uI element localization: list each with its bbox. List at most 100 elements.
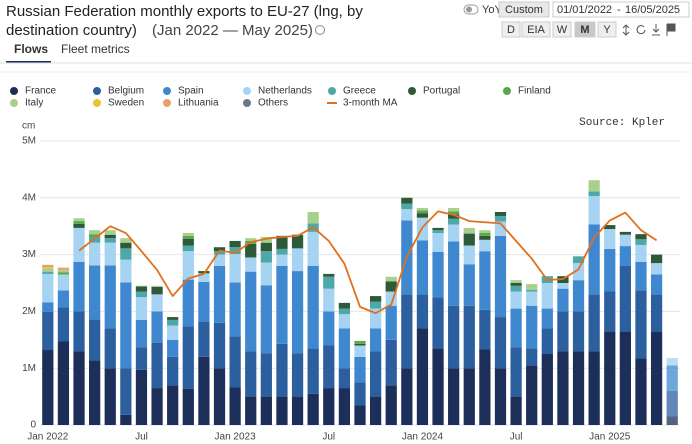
x-tick-label: Jul: [322, 432, 335, 443]
bar-segment: [89, 230, 101, 235]
bar-segment: [120, 248, 132, 260]
bar-segment: [479, 239, 491, 252]
bar-segment: [416, 213, 429, 218]
bar-segment: [167, 319, 179, 326]
bar-segment: [151, 388, 163, 425]
bar-segment: [401, 203, 413, 210]
bar-segment: [260, 396, 272, 425]
unit-label: cm: [22, 121, 35, 132]
download-icon[interactable]: [652, 24, 660, 36]
granularity-button[interactable]: [574, 21, 596, 38]
granularity-button[interactable]: [501, 21, 521, 38]
bar-segment: [463, 305, 475, 369]
bar-segment: [73, 261, 85, 312]
legend-label: Belgium: [108, 86, 144, 97]
bar-segment: [307, 348, 319, 394]
bar-segment: [354, 345, 366, 357]
bar-segment: [510, 347, 522, 397]
refresh-icon[interactable]: [636, 25, 646, 35]
bar-segment: [463, 233, 475, 246]
bar-segment: [260, 242, 272, 252]
bar-segment: [541, 308, 553, 329]
date-from: 01/01/2022: [557, 4, 612, 16]
bar-segment: [276, 248, 288, 255]
bar-segment: [42, 267, 54, 269]
bar-segment: [666, 390, 678, 417]
bar-segment: [182, 238, 194, 246]
bar-segment: [650, 263, 663, 275]
flag-icon[interactable]: [666, 23, 676, 36]
bar-segment: [526, 305, 538, 349]
bar-segment: [182, 388, 194, 425]
bar-segment: [104, 230, 116, 235]
granularity-button[interactable]: [521, 21, 551, 38]
legend-dot: [163, 99, 171, 107]
tab-fleet-metrics[interactable]: Fleet metrics: [61, 42, 130, 56]
bar-segment: [416, 210, 429, 214]
bar-segment: [260, 353, 272, 397]
legend-label: Greece: [343, 86, 376, 97]
sort-icon[interactable]: [622, 24, 630, 36]
bar-segment: [619, 246, 631, 266]
title-line-2: destination country): [6, 22, 137, 39]
bar-segment: [448, 368, 460, 425]
info-icon[interactable]: [315, 25, 325, 35]
bar-segment: [307, 212, 319, 224]
bar-segment: [307, 265, 319, 349]
granularity-button[interactable]: [597, 21, 617, 38]
legend-label: Finland: [518, 86, 551, 97]
bar-segment: [104, 368, 116, 425]
bar-segment: [557, 283, 569, 289]
bar-segment: [245, 243, 257, 258]
bar-segment: [416, 328, 429, 425]
bar-segment: [463, 227, 475, 234]
bar-segment: [635, 234, 647, 240]
bar-segment: [338, 368, 351, 389]
legend-dot: [163, 87, 171, 95]
range-mode[interactable]: [498, 1, 550, 18]
bar-segment: [448, 208, 460, 212]
legend-dot: [408, 87, 416, 95]
bar-segment: [650, 274, 663, 295]
bar-segment: [291, 271, 304, 354]
bar-segment: [588, 351, 600, 425]
bar-segment: [57, 307, 70, 342]
date-range[interactable]: [552, 1, 690, 18]
bar-segment: [120, 368, 132, 415]
bar-segment: [354, 405, 366, 425]
tab-flows[interactable]: Flows: [14, 42, 48, 56]
bar-segment: [448, 218, 460, 225]
bar-segment: [479, 233, 491, 236]
bar-segment: [604, 291, 616, 332]
granularity-button[interactable]: [552, 21, 572, 38]
bar-segment: [650, 294, 663, 332]
bar-segment: [135, 369, 148, 425]
bar-segment: [120, 238, 132, 243]
bar-segment: [401, 209, 413, 221]
bar-segment: [354, 356, 366, 383]
bar-segment: [229, 336, 241, 388]
bar-segment: [89, 242, 101, 266]
bar-segment: [338, 302, 351, 309]
legend-dot: [243, 87, 251, 95]
bar-segment: [494, 368, 507, 425]
bar-segment: [182, 245, 194, 252]
bar-segment: [354, 382, 366, 406]
bar-segment: [42, 311, 54, 351]
bar-segment: [541, 328, 553, 354]
bar-segment: [588, 294, 600, 352]
bar-segment: [73, 221, 85, 224]
bar-segment: [57, 341, 70, 425]
bar-segment: [416, 294, 429, 329]
bar-segment: [151, 286, 163, 295]
bar-segment: [245, 396, 257, 425]
legend-label: 3-month MA: [343, 98, 398, 109]
bar-segment: [135, 297, 148, 320]
bar-segment: [635, 261, 647, 291]
bar-segment: [479, 235, 491, 240]
bar-segment: [73, 227, 85, 262]
yoy-label: YoY: [482, 4, 502, 16]
bar-segment: [619, 234, 631, 247]
bar-segment: [557, 311, 569, 352]
bar-segment: [245, 351, 257, 397]
